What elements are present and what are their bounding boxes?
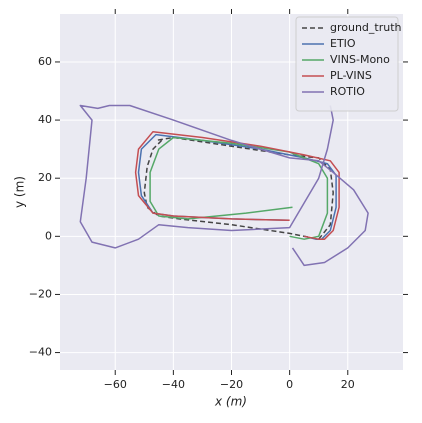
- axes: −60 −40 −20 0 20 −40 −20 0 20 40 60: [29, 9, 408, 391]
- legend-label: ETIO: [330, 37, 356, 50]
- legend: ground_truth ETIO VINS-Mono PL-VINS ROTIO: [295, 16, 402, 112]
- trajectory: [79, 104, 369, 267]
- y-tick-label: 40: [38, 113, 52, 126]
- x-tick-label: 0: [286, 378, 293, 391]
- x-tick-label: −20: [220, 378, 243, 391]
- legend-box: [295, 16, 399, 112]
- trajectory: [134, 130, 340, 240]
- y-tick-label: 60: [38, 55, 52, 68]
- y-axis-label: y (m): [13, 176, 27, 208]
- x-tick-label: −40: [162, 378, 185, 391]
- lines: [79, 104, 369, 267]
- y-tick-label: −40: [29, 346, 52, 359]
- legend-label: ROTIO: [330, 85, 365, 98]
- y-tick-label: 20: [38, 171, 52, 184]
- x-tick-label: −60: [104, 378, 127, 391]
- y-tick-label: −20: [29, 287, 52, 300]
- trajectory: [149, 136, 329, 240]
- legend-label: VINS-Mono: [330, 53, 390, 66]
- y-tick-label: 0: [45, 229, 52, 242]
- legend-label: PL-VINS: [330, 69, 372, 82]
- x-tick-label: 20: [341, 378, 355, 391]
- legend-label: ground_truth: [330, 21, 402, 34]
- x-axis-label: x (m): [214, 395, 247, 409]
